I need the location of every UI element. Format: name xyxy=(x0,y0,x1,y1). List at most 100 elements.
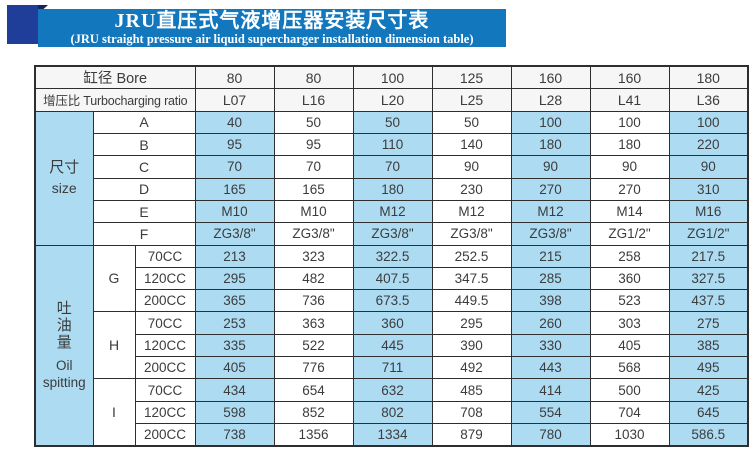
cell-bore-col2: 80 xyxy=(273,65,354,90)
cell-A-col5: 100 xyxy=(510,110,591,134)
cell-I-120CC-col3: 802 xyxy=(352,400,433,425)
cell-D-col7: 310 xyxy=(668,177,749,201)
cell-A-col3: 50 xyxy=(352,110,433,134)
cell-H-70CC-col1: 253 xyxy=(194,311,275,335)
cell-H-70CC-col4: 295 xyxy=(431,311,512,335)
cell-I-70CC-col5: 414 xyxy=(510,378,591,402)
oil-row-label-G-70CC: 70CC xyxy=(134,244,196,268)
cell-E-col4: M12 xyxy=(431,199,512,224)
cell-H-120CC-col2: 522 xyxy=(273,333,354,358)
cell-A-col2: 50 xyxy=(273,110,354,134)
cell-H-120CC-col3: 445 xyxy=(352,333,433,358)
cell-G-200CC-col2: 736 xyxy=(273,289,354,313)
cell-G-200CC-col6: 523 xyxy=(589,289,670,313)
cell-G-70CC-col6: 258 xyxy=(589,244,670,268)
size-label-en: size xyxy=(51,180,77,197)
cell-I-70CC-col7: 425 xyxy=(668,378,749,402)
size-row-label-E: E xyxy=(92,199,196,224)
cell-G-200CC-col3: 673.5 xyxy=(352,289,433,313)
cell-D-col2: 165 xyxy=(273,177,354,201)
cell-B-col4: 140 xyxy=(431,132,512,157)
oil-section-label: 吐油量 Oil spitting xyxy=(34,244,94,447)
cell-C-col7: 90 xyxy=(668,155,749,179)
oil-group-label-G: G xyxy=(92,244,136,313)
cell-C-col1: 70 xyxy=(194,155,275,179)
title-banner: JRU直压式气液增压器安装尺寸表 (JRU straight pressure … xyxy=(38,9,506,47)
oil-row-label-H-120CC: 120CC xyxy=(134,333,196,358)
cell-H-120CC-col4: 390 xyxy=(431,333,512,358)
cell-H-120CC-col7: 385 xyxy=(668,333,749,358)
cell-D-col1: 165 xyxy=(194,177,275,201)
cell-D-col4: 230 xyxy=(431,177,512,201)
cell-F-col7: ZG1/2" xyxy=(668,222,749,246)
size-section-label: 尺寸 size xyxy=(34,110,94,246)
cell-E-col1: M10 xyxy=(194,199,275,224)
dimension-table: 缸径 Bore 80 80 100 125 160 160 180 增压比 Turbocharg… xyxy=(34,65,750,447)
oil-row-label-G-120CC: 120CC xyxy=(134,266,196,291)
cell-D-col5: 270 xyxy=(510,177,591,201)
cell-I-120CC-col4: 708 xyxy=(431,400,512,425)
size-row-label-C: C xyxy=(92,155,196,179)
oil-group-label-H: H xyxy=(92,311,136,380)
cell-G-120CC-col4: 347.5 xyxy=(431,266,512,291)
cell-I-120CC-col5: 554 xyxy=(510,400,591,425)
cell-H-70CC-col7: 275 xyxy=(668,311,749,335)
cell-F-col3: ZG3/8" xyxy=(352,222,433,246)
cell-H-70CC-col2: 363 xyxy=(273,311,354,335)
cell-ratio-col6: L41 xyxy=(589,88,670,112)
oil-row-label-H-70CC: 70CC xyxy=(134,311,196,335)
cell-A-col7: 100 xyxy=(668,110,749,134)
oil-label-cn-char-3: 量 xyxy=(56,333,72,351)
cell-H-70CC-col5: 260 xyxy=(510,311,591,335)
cell-G-70CC-col7: 217.5 xyxy=(668,244,749,268)
bore-label: 缸径 Bore xyxy=(34,65,196,90)
cell-G-200CC-col5: 398 xyxy=(510,289,591,313)
cell-I-70CC-col2: 654 xyxy=(273,378,354,402)
cell-I-200CC-col3: 1334 xyxy=(352,423,433,447)
cell-H-200CC-col7: 495 xyxy=(668,356,749,380)
cell-I-200CC-col5: 780 xyxy=(510,423,591,447)
cell-I-70CC-col4: 485 xyxy=(431,378,512,402)
cell-ratio-col1: L07 xyxy=(194,88,275,112)
cell-G-120CC-col5: 285 xyxy=(510,266,591,291)
cell-ratio-col2: L16 xyxy=(273,88,354,112)
cell-bore-col5: 160 xyxy=(510,65,591,90)
oil-label-cn-char-1: 吐 xyxy=(56,299,72,317)
cell-H-200CC-col4: 492 xyxy=(431,356,512,380)
cell-C-col3: 70 xyxy=(352,155,433,179)
cell-F-col1: ZG3/8" xyxy=(194,222,275,246)
cell-G-120CC-col6: 360 xyxy=(589,266,670,291)
cell-B-col6: 180 xyxy=(589,132,670,157)
cell-I-120CC-col7: 645 xyxy=(668,400,749,425)
cell-G-120CC-col3: 407.5 xyxy=(352,266,433,291)
cell-I-120CC-col2: 852 xyxy=(273,400,354,425)
cell-F-col6: ZG1/2" xyxy=(589,222,670,246)
oil-group-label-I: I xyxy=(92,378,136,447)
cell-G-70CC-col2: 323 xyxy=(273,244,354,268)
cell-I-70CC-col3: 632 xyxy=(352,378,433,402)
cell-G-120CC-col1: 295 xyxy=(194,266,275,291)
cell-C-col6: 90 xyxy=(589,155,670,179)
cell-H-200CC-col3: 711 xyxy=(352,356,433,380)
size-row-label-A: A xyxy=(92,110,196,134)
cell-H-120CC-col1: 335 xyxy=(194,333,275,358)
cell-G-120CC-col7: 327.5 xyxy=(668,266,749,291)
size-row-label-F: F xyxy=(92,222,196,246)
cell-B-col7: 220 xyxy=(668,132,749,157)
cell-D-col6: 270 xyxy=(589,177,670,201)
cell-H-70CC-col6: 303 xyxy=(589,311,670,335)
oil-label-en-line1: Oil xyxy=(56,357,73,373)
size-row-label-D: D xyxy=(92,177,196,201)
cell-A-col4: 50 xyxy=(431,110,512,134)
cell-I-200CC-col1: 738 xyxy=(194,423,275,447)
cell-B-col3: 110 xyxy=(352,132,433,157)
cell-I-200CC-col2: 1356 xyxy=(273,423,354,447)
ratio-label: 增压比 Turbocharging ratio xyxy=(34,88,196,112)
cell-H-200CC-col5: 443 xyxy=(510,356,591,380)
cell-bore-col6: 160 xyxy=(589,65,670,90)
cell-I-200CC-col6: 1030 xyxy=(589,423,670,447)
page-title: JRU直压式气液增压器安装尺寸表 xyxy=(114,10,430,32)
cell-G-200CC-col7: 437.5 xyxy=(668,289,749,313)
cell-C-col2: 70 xyxy=(273,155,354,179)
cell-D-col3: 180 xyxy=(352,177,433,201)
